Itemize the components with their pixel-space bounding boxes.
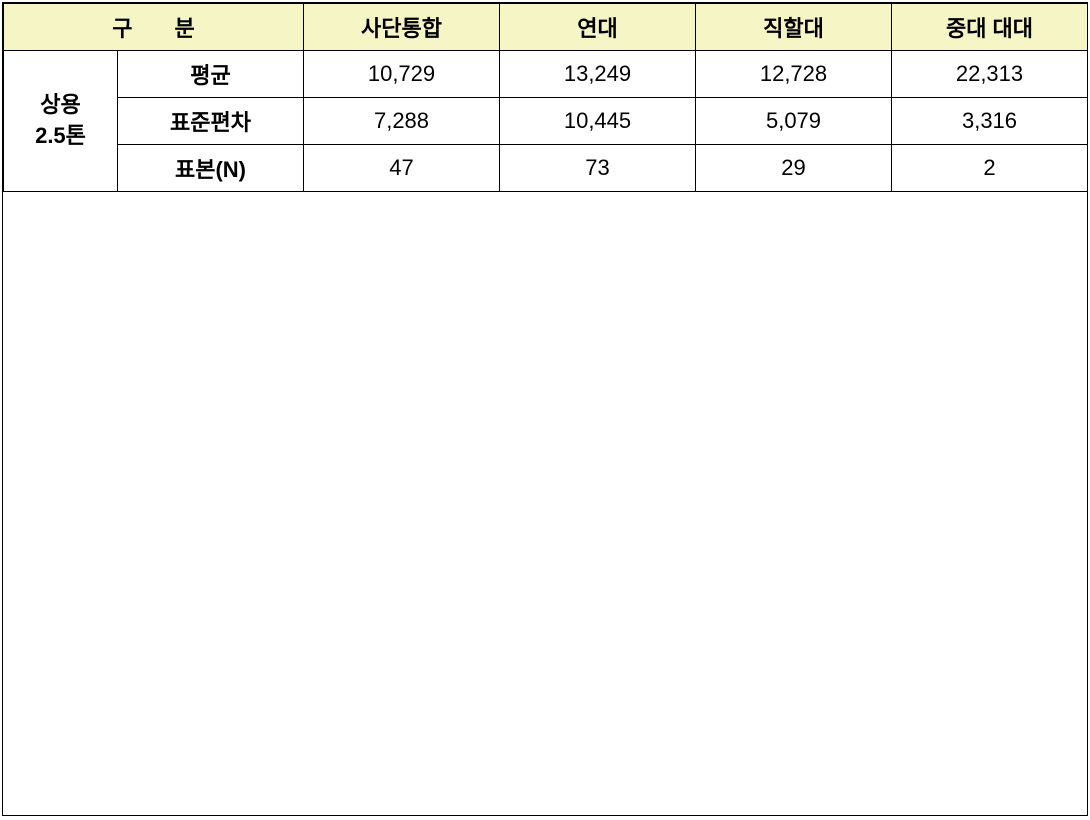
row-group-label-line2: 2.5톤: [35, 123, 86, 148]
data-cell: 47: [304, 145, 500, 192]
table-row: 표본(N) 47 73 29 2: [4, 145, 1088, 192]
header-gubun: 구 분: [4, 4, 304, 51]
header-col1: 사단통합: [304, 4, 500, 51]
header-gubun-label: 구 분: [94, 16, 213, 41]
data-cell: 3,316: [892, 98, 1088, 145]
table-row: 상용 2.5톤 평균 10,729 13,249 12,728 22,313: [4, 51, 1088, 98]
data-cell: 22,313: [892, 51, 1088, 98]
row-group-label-line1: 상용: [40, 92, 80, 117]
row-sub-label: 평균: [118, 51, 304, 98]
row-sub-label: 표본(N): [118, 145, 304, 192]
header-col4: 중대 대대: [892, 4, 1088, 51]
data-cell: 13,249: [500, 51, 696, 98]
data-cell: 73: [500, 145, 696, 192]
data-cell: 5,079: [696, 98, 892, 145]
data-cell: 12,728: [696, 51, 892, 98]
table-row: 표준편차 7,288 10,445 5,079 3,316: [4, 98, 1088, 145]
row-sub-label: 표준편차: [118, 98, 304, 145]
data-cell: 7,288: [304, 98, 500, 145]
data-cell: 10,445: [500, 98, 696, 145]
header-col2: 연대: [500, 4, 696, 51]
data-cell: 2: [892, 145, 1088, 192]
data-cell: 10,729: [304, 51, 500, 98]
header-col3: 직할대: [696, 4, 892, 51]
data-table: 구 분 사단통합 연대 직할대 중대 대대 상용 2.5톤 평균 10,729 …: [3, 3, 1088, 192]
data-cell: 29: [696, 145, 892, 192]
row-group-label: 상용 2.5톤: [4, 51, 118, 192]
table-header-row: 구 분 사단통합 연대 직할대 중대 대대: [4, 4, 1088, 51]
outer-frame: 구 분 사단통합 연대 직할대 중대 대대 상용 2.5톤 평균 10,729 …: [2, 2, 1088, 816]
